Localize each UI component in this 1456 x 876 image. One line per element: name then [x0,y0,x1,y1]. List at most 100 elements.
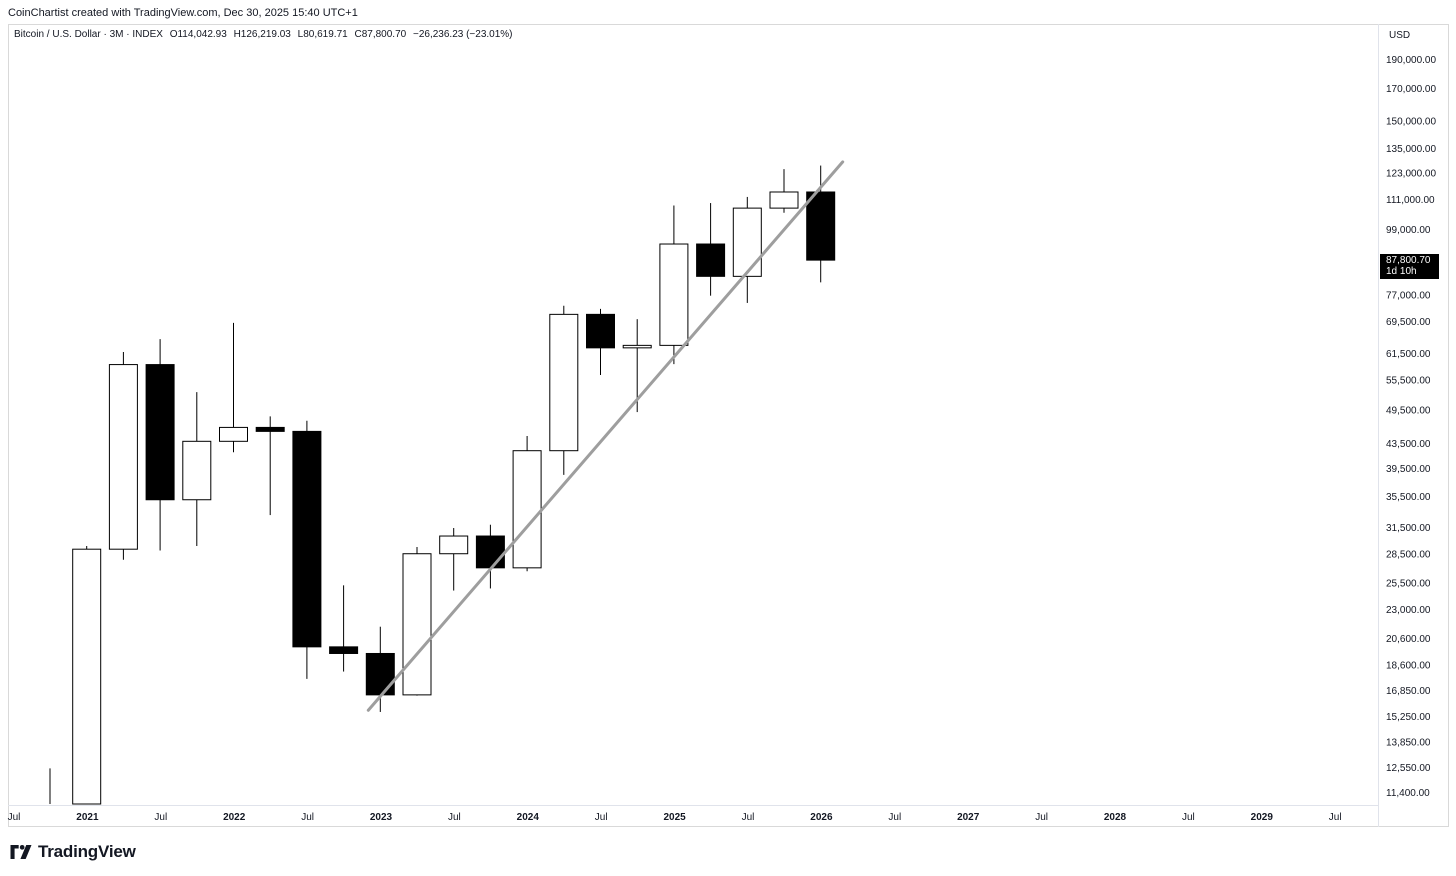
y-tick-label: 11,400.00 [1386,788,1430,799]
x-tick-label: Jul [1035,812,1048,823]
candle-body-down [255,426,285,432]
price-change: −26,236.23 (−23.01%) [412,29,513,40]
tradingview-logo-icon [10,845,32,859]
x-tick-label: Jul [595,812,608,823]
x-tick-label: Jul [154,812,167,823]
logo-text: TradingView [38,842,136,861]
y-tick-label: 190,000.00 [1386,55,1436,66]
y-tick-label: 69,500.00 [1386,317,1431,328]
y-tick-label: 77,000.00 [1386,290,1431,301]
candle-body-up [219,426,248,442]
y-tick-label: 23,000.00 [1386,605,1431,616]
symbol-legend[interactable]: Bitcoin / U.S. Dollar · 3M · INDEX O114,… [14,29,517,40]
time-axis: Jul 2021 Jul 2022 Jul 2023 Jul 2024 Jul 2025 Jul 20… [8,812,1342,823]
time-axis-separator [8,805,1378,806]
x-tick-label: 2022 [223,812,246,823]
last-price-label: 87,800.70 1d 10h [1380,254,1439,279]
candle-body-up [512,450,542,569]
y-tick-label: 111,000.00 [1386,195,1435,206]
x-tick-label: 2026 [810,812,833,823]
y-tick-label: 150,000.00 [1386,117,1436,128]
candle[interactable] [696,203,726,296]
candle[interactable] [329,585,359,672]
ohlc-open: O114,042.93 [169,29,227,40]
candle[interactable] [402,546,432,696]
candle[interactable] [108,352,138,560]
candle[interactable] [439,528,469,591]
y-tick-label: 170,000.00 [1386,84,1436,95]
candle[interactable] [512,436,542,572]
x-tick-label: 2025 [663,812,686,823]
y-tick-label: 61,500.00 [1386,349,1431,360]
x-tick-label: 2021 [76,812,99,823]
candle[interactable] [219,322,248,453]
x-tick-label: 2027 [957,812,980,823]
x-tick-label: 2028 [1104,812,1127,823]
y-tick-label: 12,550.00 [1386,763,1431,774]
trendline[interactable] [366,160,845,712]
candle-body-down [806,191,836,261]
x-tick-label: 2029 [1251,812,1274,823]
candle[interactable] [659,205,689,365]
candle-body-up [659,243,689,346]
x-tick-label: Jul [301,812,314,823]
y-tick-label: 18,600.00 [1386,660,1431,671]
candle-body-down [365,652,395,696]
y-tick-label: 135,000.00 [1386,144,1436,155]
symbol-name[interactable]: Bitcoin / U.S. Dollar · 3M · INDEX [14,29,163,40]
x-tick-label: Jul [8,812,21,823]
candle-body-down [586,313,615,349]
candle[interactable] [182,392,212,547]
candle-body-up [439,535,469,555]
candle[interactable] [365,626,395,712]
y-tick-label: 49,500.00 [1386,405,1431,416]
candle[interactable] [292,420,322,679]
x-tick-label: Jul [448,812,461,823]
chart-credit: CoinChartist created with TradingView.co… [8,7,358,19]
candle-body-up [402,553,432,696]
candle[interactable] [255,416,285,516]
y-tick-label: 35,500.00 [1386,492,1431,503]
candle[interactable] [549,305,579,475]
ohlc-high: H126,219.03 [233,29,291,40]
currency-label[interactable]: USD [1389,30,1411,41]
candle[interactable] [145,339,175,551]
candle-body-up [622,344,652,349]
y-tick-label: 15,250.00 [1386,712,1431,723]
y-tick-label: 123,000.00 [1386,168,1436,179]
y-tick-label: 55,500.00 [1386,376,1431,387]
x-tick-label: 2024 [517,812,540,823]
y-tick-label: 39,500.00 [1386,464,1431,475]
x-tick-label: 2023 [370,812,393,823]
candle[interactable] [732,196,762,303]
candle-body-up [182,440,212,501]
candle[interactable] [586,308,615,375]
tradingview-logo[interactable]: TradingView [10,842,136,862]
candle[interactable] [769,169,799,213]
chart-frame [8,24,1449,827]
candle-body-up [72,548,102,805]
y-tick-label: 20,600.00 [1386,634,1431,645]
trendline-layer [366,160,845,712]
candle-body-up [549,313,579,452]
x-tick-label: Jul [1329,812,1342,823]
candle[interactable] [806,165,836,283]
candle-body-up [108,364,138,550]
y-tick-label: 25,500.00 [1386,578,1431,589]
y-tick-label: 31,500.00 [1386,523,1431,534]
ohlc-low: L80,619.71 [297,29,348,40]
y-tick-label: 13,850.00 [1386,737,1431,748]
candles-layer [49,165,836,805]
candle-body-down [696,243,726,277]
candle-body-down [329,646,359,654]
candle[interactable] [72,546,102,805]
x-tick-label: Jul [1182,812,1195,823]
ohlc-close: C87,800.70 [354,29,407,40]
y-tick-label: 99,000.00 [1386,225,1431,236]
y-tick-label: 16,850.00 [1386,686,1431,697]
y-tick-label: 43,500.00 [1386,439,1431,450]
candle-body-up [732,207,762,277]
candle[interactable] [622,319,652,413]
candle-body-down [475,535,505,569]
